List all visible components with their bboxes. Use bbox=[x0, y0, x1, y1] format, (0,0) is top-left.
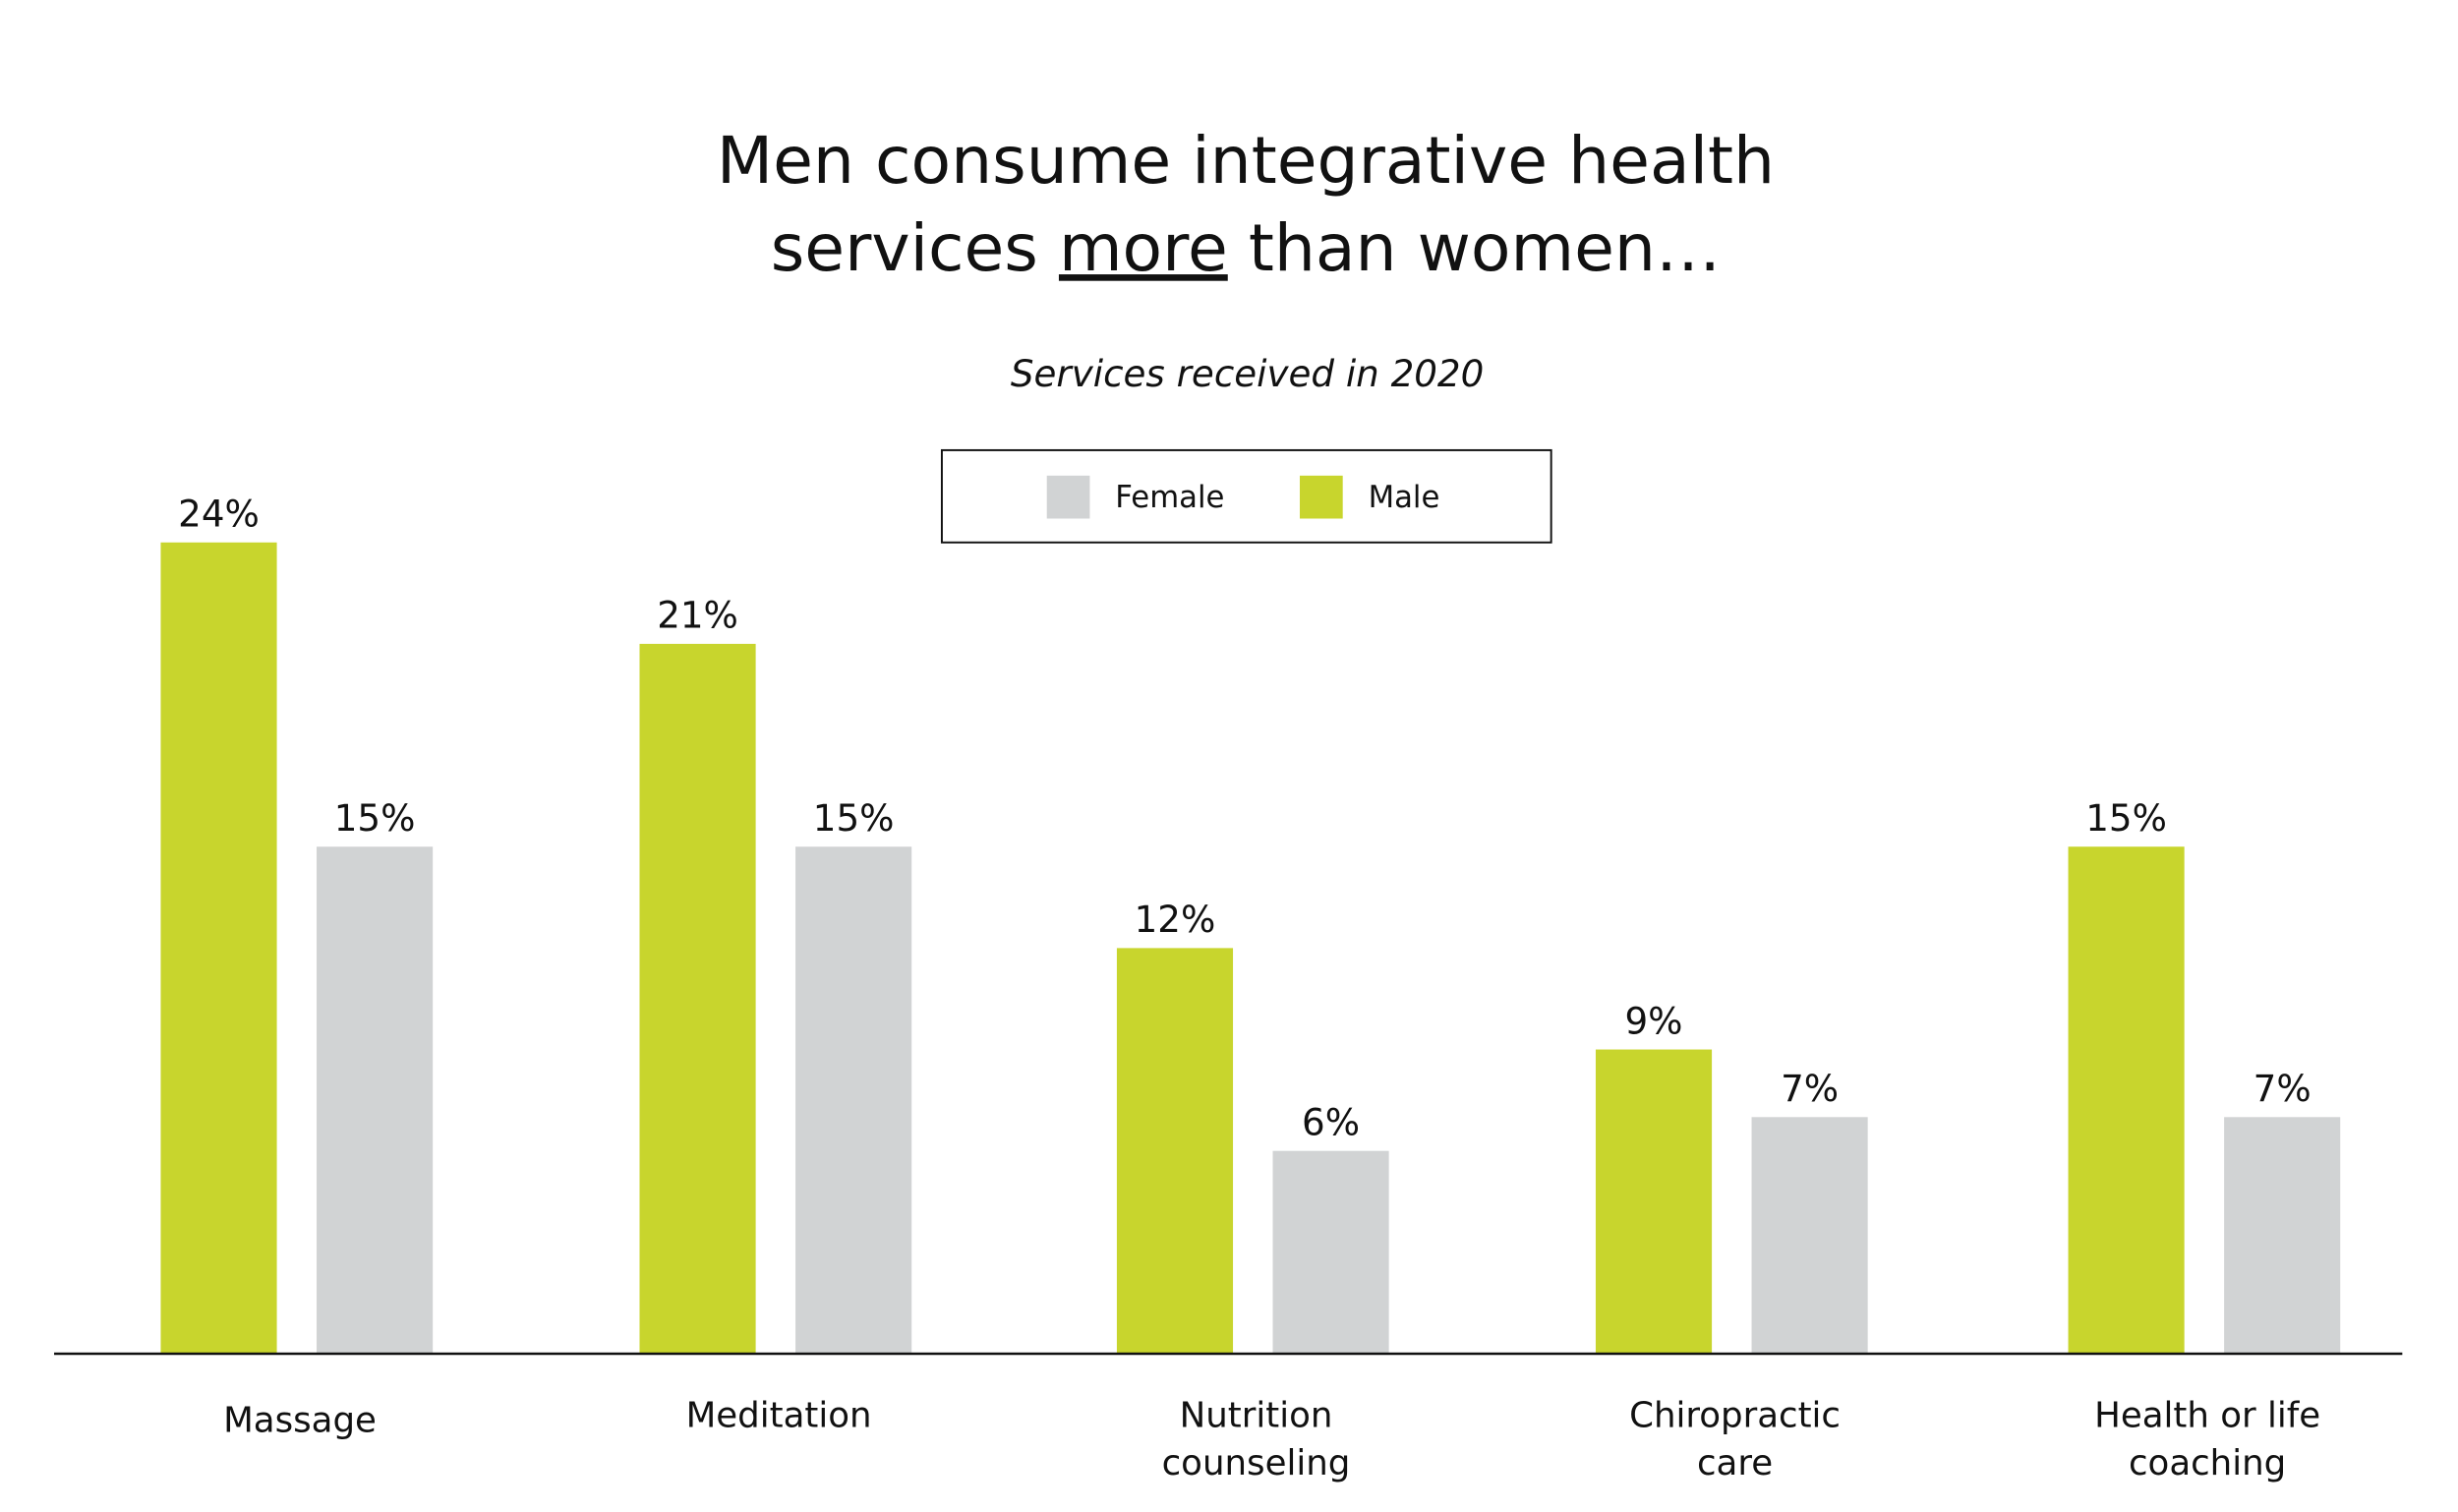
data-label-female-1: 15% bbox=[813, 796, 895, 840]
bar-female-4 bbox=[2224, 1117, 2341, 1354]
bar-female-3 bbox=[1751, 1117, 1868, 1354]
data-label-male-3: 9% bbox=[1625, 999, 1683, 1042]
data-label-female-2: 6% bbox=[1302, 1101, 1360, 1144]
data-label-female-0: 15% bbox=[334, 796, 416, 840]
category-label-2: counseling bbox=[1162, 1443, 1351, 1483]
legend: Female Male bbox=[940, 448, 1552, 544]
data-label-male-1: 21% bbox=[657, 594, 738, 637]
bar-male-1 bbox=[639, 643, 756, 1354]
bar-male-2 bbox=[1116, 948, 1234, 1354]
legend-box bbox=[940, 448, 1552, 544]
bar-male-4 bbox=[2068, 846, 2185, 1354]
emphasis-more: more bbox=[1059, 209, 1228, 286]
bar-male-0 bbox=[160, 542, 277, 1354]
category-label-4: coaching bbox=[2129, 1443, 2286, 1483]
data-label-female-4: 7% bbox=[2253, 1067, 2312, 1110]
bar-male-3 bbox=[1595, 1049, 1713, 1354]
data-label-female-3: 7% bbox=[1781, 1067, 1839, 1110]
bar-female-1 bbox=[795, 846, 912, 1354]
legend-swatch-female bbox=[1046, 475, 1090, 519]
chart-subtitle: Services received in 2020 bbox=[1011, 352, 1484, 395]
category-label-3: Chiropractic bbox=[1629, 1395, 1841, 1435]
chart-title-line2: services more than women… bbox=[771, 209, 1722, 286]
data-label-male-0: 24% bbox=[178, 493, 260, 536]
category-label-3: care bbox=[1697, 1443, 1773, 1483]
bar-female-0 bbox=[317, 846, 434, 1354]
category-label-4: Health or life bbox=[2094, 1395, 2320, 1435]
legend-swatch-male bbox=[1300, 475, 1343, 519]
category-label-1: Meditation bbox=[686, 1395, 872, 1435]
legend-label-female: Female bbox=[1115, 480, 1224, 515]
category-label-0: Massage bbox=[223, 1400, 377, 1440]
legend-label-male: Male bbox=[1369, 480, 1440, 515]
bar-female-2 bbox=[1272, 1150, 1389, 1354]
chart-title-line1: Men consume integrative health bbox=[717, 122, 1775, 199]
data-label-male-4: 15% bbox=[2085, 796, 2167, 840]
data-label-male-2: 12% bbox=[1135, 898, 1216, 941]
category-label-2: Nutrition bbox=[1180, 1395, 1333, 1435]
